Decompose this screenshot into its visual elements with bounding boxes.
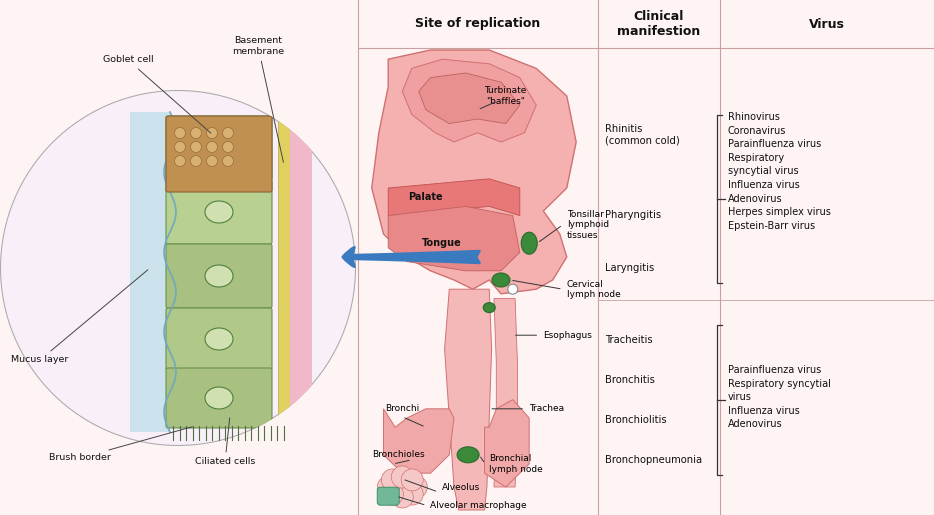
FancyBboxPatch shape [166, 308, 272, 370]
Circle shape [405, 476, 427, 498]
Circle shape [191, 142, 202, 152]
Text: Bronchiolitis: Bronchiolitis [605, 415, 667, 425]
Text: Pharyngitis: Pharyngitis [605, 210, 661, 220]
Text: Tracheitis: Tracheitis [605, 335, 653, 345]
Circle shape [191, 156, 202, 166]
Text: Bronchial
lymph node: Bronchial lymph node [489, 454, 543, 474]
Polygon shape [389, 207, 520, 271]
Circle shape [402, 483, 423, 505]
Circle shape [175, 156, 186, 166]
Text: Ciliated cells: Ciliated cells [195, 418, 255, 467]
Ellipse shape [521, 232, 537, 254]
Ellipse shape [205, 328, 233, 350]
Circle shape [391, 466, 414, 488]
FancyBboxPatch shape [166, 116, 272, 180]
Text: Tonsillar
lymphoid
tissues: Tonsillar lymphoid tissues [567, 210, 609, 239]
Circle shape [222, 142, 234, 152]
Bar [130, 112, 170, 432]
Circle shape [381, 483, 403, 505]
Text: Bronchopneumonia: Bronchopneumonia [605, 455, 702, 465]
Circle shape [206, 156, 218, 166]
Ellipse shape [205, 137, 233, 159]
Text: Bronchi: Bronchi [385, 404, 419, 414]
Circle shape [175, 128, 186, 139]
Text: Clinical
manifestion: Clinical manifestion [617, 10, 700, 38]
Text: Turbinate
"baffles": Turbinate "baffles" [485, 87, 527, 106]
Text: Rhinovirus
Coronavirus
Parainfluenza virus
Respiratory
syncytial virus
Influenza: Rhinovirus Coronavirus Parainfluenza vir… [728, 112, 831, 231]
Circle shape [0, 90, 356, 446]
Polygon shape [445, 289, 491, 510]
Circle shape [206, 128, 218, 139]
Text: Rhinitis
(common cold): Rhinitis (common cold) [605, 124, 680, 146]
FancyBboxPatch shape [377, 487, 399, 505]
Text: Bronchitis: Bronchitis [605, 375, 655, 385]
Circle shape [391, 486, 414, 508]
Ellipse shape [483, 303, 495, 313]
Ellipse shape [492, 273, 510, 287]
Polygon shape [418, 73, 520, 124]
Circle shape [222, 128, 234, 139]
Text: Basement
membrane: Basement membrane [232, 36, 284, 162]
Text: Tongue: Tongue [422, 238, 462, 248]
Ellipse shape [205, 201, 233, 223]
FancyBboxPatch shape [166, 116, 272, 192]
Text: Esophagus: Esophagus [544, 331, 592, 340]
Ellipse shape [205, 265, 233, 287]
FancyBboxPatch shape [166, 368, 272, 428]
Text: Bronchioles: Bronchioles [372, 450, 424, 459]
Circle shape [175, 142, 186, 152]
Circle shape [381, 469, 403, 491]
Text: Trachea: Trachea [530, 404, 564, 414]
Text: Site of replication: Site of replication [416, 18, 541, 30]
Bar [358, 0, 934, 515]
Circle shape [508, 284, 517, 294]
Text: Alveolar macrophage: Alveolar macrophage [431, 501, 527, 510]
Bar [290, 112, 312, 432]
Circle shape [377, 476, 400, 498]
FancyBboxPatch shape [166, 180, 272, 244]
Circle shape [191, 128, 202, 139]
Text: Parainfluenza virus
Respiratory syncytial
virus
Influenza virus
Adenovirus: Parainfluenza virus Respiratory syncytia… [728, 365, 831, 430]
Text: Cervical
lymph node: Cervical lymph node [567, 280, 620, 299]
Ellipse shape [457, 447, 479, 463]
Polygon shape [389, 179, 520, 216]
Text: Palate: Palate [408, 192, 443, 202]
Polygon shape [384, 409, 454, 473]
Text: Mucus layer: Mucus layer [11, 270, 148, 365]
Text: Laryngitis: Laryngitis [605, 263, 654, 273]
Ellipse shape [205, 387, 233, 409]
Circle shape [206, 142, 218, 152]
Circle shape [402, 469, 423, 491]
Text: Alveolus: Alveolus [443, 483, 480, 491]
Text: Brush border: Brush border [50, 427, 192, 462]
Text: Goblet cell: Goblet cell [103, 56, 211, 133]
Polygon shape [494, 298, 517, 487]
Text: Virus: Virus [809, 18, 845, 30]
Polygon shape [372, 50, 576, 294]
Polygon shape [403, 59, 536, 142]
Bar [358, 0, 934, 48]
Circle shape [222, 156, 234, 166]
Bar [278, 112, 290, 432]
FancyBboxPatch shape [166, 244, 272, 308]
Polygon shape [485, 400, 530, 487]
